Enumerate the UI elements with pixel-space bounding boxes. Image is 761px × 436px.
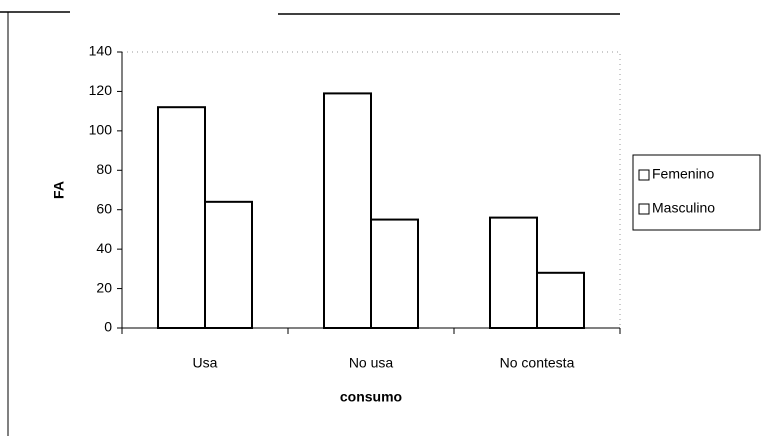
y-tick-label: 100 [89,122,113,138]
legend-box [632,154,761,231]
bar [370,218,419,329]
x-axis-label: consumo [340,389,402,405]
y-tick-label: 80 [96,161,112,177]
x-tick-label: Usa [193,355,218,371]
legend-label: Masculino [652,200,715,216]
y-tick-label: 60 [96,200,112,216]
x-tick-label: No usa [349,355,394,371]
y-tick-label: 0 [104,319,112,335]
y-tick-label: 40 [96,240,112,256]
x-tick-label: No contesta [500,355,575,371]
y-tick-label: 120 [89,82,113,98]
y-axis-label: FA [51,181,67,199]
legend-label: Femenino [652,166,714,182]
y-tick-label: 140 [89,43,113,59]
legend-swatch [638,169,650,181]
bar [157,106,206,329]
bar [323,92,372,330]
bar [536,271,585,329]
y-tick-label: 20 [96,279,112,295]
legend-swatch [638,203,650,215]
bar [489,216,538,330]
bar [204,200,253,329]
